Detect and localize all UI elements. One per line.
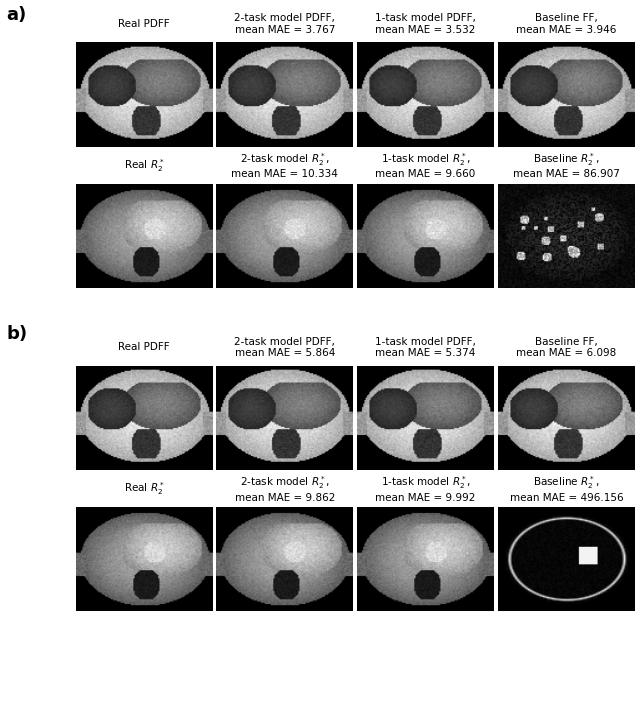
Text: 1-task model $R_2^*$,
mean MAE = 9.660: 1-task model $R_2^*$, mean MAE = 9.660 xyxy=(376,151,476,179)
Text: 2-task model PDFF,
mean MAE = 3.767: 2-task model PDFF, mean MAE = 3.767 xyxy=(234,13,335,35)
Text: Baseline $R_2^*$,
mean MAE = 86.907: Baseline $R_2^*$, mean MAE = 86.907 xyxy=(513,151,620,179)
Text: Real $R_2^*$: Real $R_2^*$ xyxy=(124,157,164,174)
Text: 2-task model PDFF,
mean MAE = 5.864: 2-task model PDFF, mean MAE = 5.864 xyxy=(234,337,335,358)
Text: Baseline FF,
mean MAE = 3.946: Baseline FF, mean MAE = 3.946 xyxy=(516,13,616,35)
Text: Real PDFF: Real PDFF xyxy=(118,19,170,29)
Text: Real PDFF: Real PDFF xyxy=(118,342,170,352)
Text: Baseline $R_2^*$,
mean MAE = 496.156: Baseline $R_2^*$, mean MAE = 496.156 xyxy=(509,474,623,503)
Text: Baseline FF,
mean MAE = 6.098: Baseline FF, mean MAE = 6.098 xyxy=(516,337,616,358)
Text: 2-task model $R_2^*$,
mean MAE = 9.862: 2-task model $R_2^*$, mean MAE = 9.862 xyxy=(235,474,335,503)
Text: Real $R_2^*$: Real $R_2^*$ xyxy=(124,480,164,497)
Text: 2-task model $R_2^*$,
mean MAE = 10.334: 2-task model $R_2^*$, mean MAE = 10.334 xyxy=(232,151,338,179)
Text: 1-task model $R_2^*$,
mean MAE = 9.992: 1-task model $R_2^*$, mean MAE = 9.992 xyxy=(376,474,476,503)
Text: 1-task model PDFF,
mean MAE = 3.532: 1-task model PDFF, mean MAE = 3.532 xyxy=(375,13,476,35)
Text: 1-task model PDFF,
mean MAE = 5.374: 1-task model PDFF, mean MAE = 5.374 xyxy=(375,337,476,358)
Text: a): a) xyxy=(6,6,27,23)
Text: b): b) xyxy=(6,325,28,343)
